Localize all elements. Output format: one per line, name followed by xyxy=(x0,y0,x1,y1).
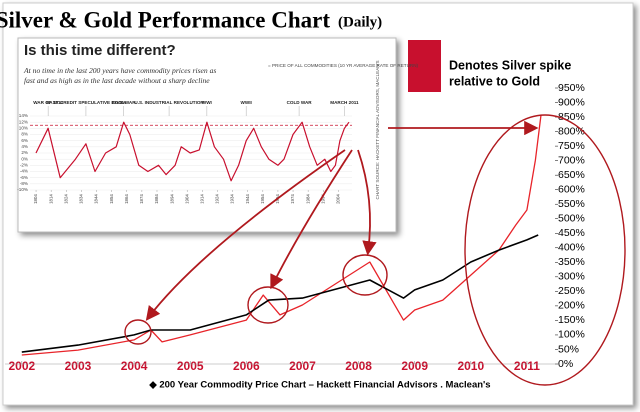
footer: ◆ 200 Year Commodity Price Chart – Hacke… xyxy=(148,380,490,391)
legend-swatch xyxy=(408,40,441,92)
y-tick-label: 12% xyxy=(19,119,28,124)
x-tick-label: 1824 xyxy=(63,194,68,204)
line-series xyxy=(21,114,542,356)
chart-title: Silver & Gold Performance Chart xyxy=(0,7,330,32)
x-tick-label: 2004 xyxy=(121,359,148,373)
y-tick-label: 650% xyxy=(558,169,585,181)
y-tick-label: 200% xyxy=(558,300,585,312)
inset-subtitle: fast and as high as in the last decade w… xyxy=(24,76,210,85)
chart-subtitle: (Daily) xyxy=(338,14,382,30)
y-tick-label: 14% xyxy=(19,113,28,118)
source-note: CHART SOURCE: HACKETT FINANCIAL ADVISORS… xyxy=(375,60,380,199)
arrow xyxy=(357,149,377,256)
y-tick-label: 700% xyxy=(558,154,585,166)
x-tick-label: 1974 xyxy=(290,194,295,204)
x-tick-label: 2005 xyxy=(177,359,204,373)
x-tick-label: 1814 xyxy=(48,194,53,204)
x-tick-label: 2003 xyxy=(65,359,92,373)
x-tick-label: 1884 xyxy=(154,194,159,204)
event-label: MARCH 2011 xyxy=(330,100,359,105)
x-tick-label: 1854 xyxy=(109,194,114,204)
y-tick-label: 950% xyxy=(558,82,585,94)
y-tick-label: 850% xyxy=(558,111,585,123)
event-label: WWII xyxy=(241,100,252,105)
y-tick-label: 50% xyxy=(558,343,579,355)
x-tick-label: 1834 xyxy=(79,194,84,204)
x-tick-label: 1934 xyxy=(230,194,235,204)
y-tick-label: 400% xyxy=(558,242,585,254)
event-label: CIVIL WAR xyxy=(112,100,136,105)
legend-label: = PRICE OF ALL COMMODITIES (10 YR AVERAG… xyxy=(268,63,419,68)
y-tick-label: -8% xyxy=(20,181,28,186)
x-tick-label: 2007 xyxy=(289,359,316,373)
x-tick-label: 1914 xyxy=(199,194,204,204)
x-tick-label: 2010 xyxy=(457,359,484,373)
y-tick-label: -6% xyxy=(20,175,28,180)
highlight-circle xyxy=(247,286,289,324)
y-tick-label: -10% xyxy=(17,187,28,192)
main-chart: Silver & Gold Performance Chart (Daily) 0%… xyxy=(0,7,585,390)
inset-title: Is this time different? xyxy=(24,42,176,59)
arrow xyxy=(145,149,346,321)
x-tick-label: 1904 xyxy=(184,194,189,204)
x-tick-label: 1954 xyxy=(260,194,265,204)
x-tick-label: 2002 xyxy=(8,359,35,373)
x-tick-label: 2008 xyxy=(345,359,372,373)
line-series xyxy=(35,121,350,182)
x-tick-label: 1924 xyxy=(215,194,220,204)
x-tick-label: 1874 xyxy=(139,194,144,204)
y-tick-label: 750% xyxy=(558,140,585,152)
y-tick-label: 100% xyxy=(558,329,585,341)
inset-panel xyxy=(17,37,397,233)
event-label: EASY CREDIT SPECULATIVE BOOM xyxy=(46,100,126,105)
y-tick-label: 2% xyxy=(21,150,28,155)
y-tick-label: 0% xyxy=(558,358,573,370)
y-tick-label: 0% xyxy=(21,156,28,161)
y-tick-label: 250% xyxy=(558,285,585,297)
y-tick-label: 4% xyxy=(21,144,28,149)
line-series xyxy=(21,234,539,353)
y-tick-label: 600% xyxy=(558,183,585,195)
y-tick-label: 300% xyxy=(558,271,585,283)
y-tick-label: -4% xyxy=(20,169,28,174)
y-tick-label: 450% xyxy=(558,227,585,239)
y-tick-label: 350% xyxy=(558,256,585,268)
x-tick-label: 2004 xyxy=(336,194,341,204)
x-tick-label: 1804 xyxy=(33,194,38,204)
inset-chart: Is this time different? At no time in the… xyxy=(17,37,419,233)
y-tick-label: 150% xyxy=(558,314,585,326)
y-tick-label: 10% xyxy=(19,126,28,131)
y-tick-label: 900% xyxy=(558,96,585,108)
annotations xyxy=(124,114,626,386)
y-tick-label: -2% xyxy=(20,163,28,168)
x-tick-label: 1864 xyxy=(124,194,129,204)
x-tick-label: 2006 xyxy=(233,359,260,373)
y-tick-label: 550% xyxy=(558,198,585,210)
inset-subtitle: At no time in the last 200 years have co… xyxy=(23,66,216,75)
arrow xyxy=(270,149,353,290)
x-tick-label: 1994 xyxy=(320,194,325,204)
event-label: COLD WAR xyxy=(287,100,313,105)
event-label: WAR OF 1812 xyxy=(33,100,63,105)
x-tick-label: 1844 xyxy=(94,194,99,204)
legend-label: relative to Gold xyxy=(449,74,540,88)
y-tick-label: 500% xyxy=(558,213,585,225)
x-tick-label: 2011 xyxy=(514,359,540,373)
event-label: U.S. INDUSTRIAL REVOLUTION xyxy=(134,100,204,105)
x-tick-label: 2009 xyxy=(401,359,428,373)
highlight-circle xyxy=(464,114,626,386)
y-tick-label: 6% xyxy=(21,138,28,143)
highlight-circle xyxy=(124,319,152,345)
x-tick-label: 1984 xyxy=(305,194,310,204)
event-label: WWI xyxy=(202,100,212,105)
y-tick-label: 800% xyxy=(558,125,585,137)
x-tick-label: 1894 xyxy=(169,194,174,204)
x-tick-label: 1944 xyxy=(245,194,250,204)
y-tick-label: 8% xyxy=(21,132,28,137)
legend-label: Denotes Silver spike xyxy=(449,58,571,72)
